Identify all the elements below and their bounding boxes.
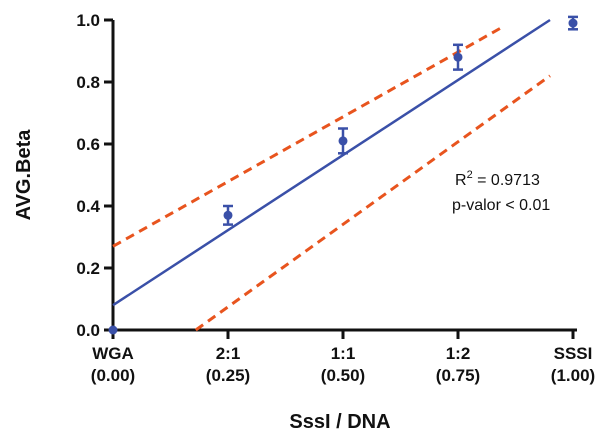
x-axis-title: SssI / DNA <box>289 411 390 433</box>
data-point <box>108 325 118 335</box>
x-tick-sublabel: (0.75) <box>436 366 480 385</box>
x-tick-labels: WGA (0.00) 2:1 (0.25) 1:1 (0.50) 1:2 (0.75) SSSI… <box>91 344 595 385</box>
fit-line <box>112 18 551 307</box>
x-tick-label: WGA <box>92 344 134 363</box>
x-tick-label: 1:2 <box>446 344 471 363</box>
y-tick-label: 0.4 <box>76 197 100 216</box>
p-value-annotation: p-valor < 0.01 <box>452 197 550 214</box>
confidence-upper-line <box>112 24 505 248</box>
y-axis-title: AVG.Beta <box>13 129 35 221</box>
x-tick-label: SSSI <box>554 344 593 363</box>
r-squared-annotation: R2 = 0.9713 <box>455 169 540 189</box>
y-tick-label: 0.8 <box>76 73 100 92</box>
confidence-lower-line <box>194 74 551 332</box>
x-tick-sublabel: (0.00) <box>91 366 135 385</box>
axes-layer <box>104 18 577 339</box>
y-tick-label: 1.0 <box>76 11 100 30</box>
data-point <box>568 18 578 28</box>
data-point <box>453 52 463 62</box>
regression-line <box>112 18 551 307</box>
data-point <box>338 136 348 146</box>
y-tick-label: 0.2 <box>76 259 100 278</box>
y-tick-label: 0.0 <box>76 321 100 340</box>
r-squared-superscript: 2 <box>467 169 473 181</box>
y-tick-label: 0.6 <box>76 135 100 154</box>
confidence-band <box>112 24 551 332</box>
x-tick-sublabel: (0.50) <box>321 366 365 385</box>
r-squared-value: = 0.9713 <box>473 172 540 189</box>
r-squared-prefix: R <box>455 172 467 189</box>
x-tick-sublabel: (1.00) <box>551 366 595 385</box>
data-point <box>223 210 233 220</box>
x-tick-label: 1:1 <box>331 344 356 363</box>
x-tick-label: 2:1 <box>216 344 241 363</box>
y-tick-labels: 0.0 0.2 0.4 0.6 0.8 1.0 <box>76 11 100 340</box>
x-tick-sublabel: (0.25) <box>206 366 250 385</box>
data-points <box>108 15 578 335</box>
